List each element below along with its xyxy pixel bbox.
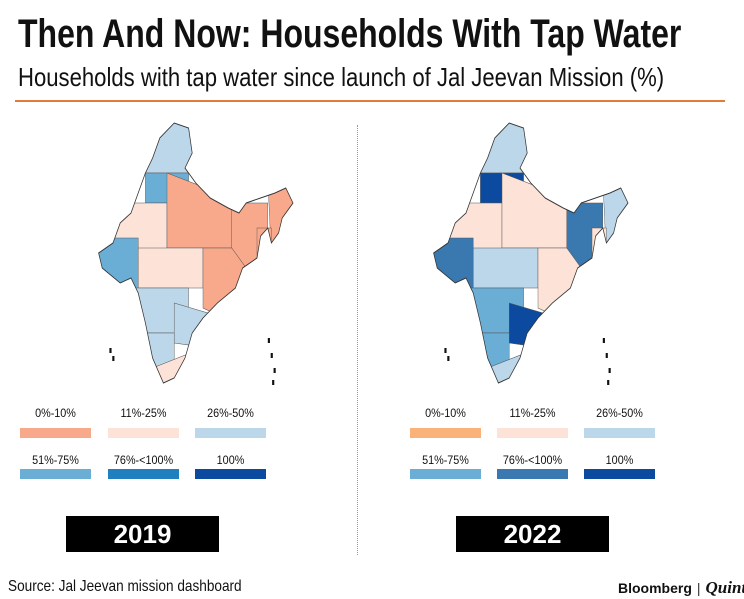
source-note: Source: Jal Jeevan mission dashboard — [8, 578, 242, 595]
map-outline — [433, 122, 629, 384]
legend-label: 51%-75% — [32, 453, 79, 467]
legend-swatch — [497, 469, 568, 479]
legend-swatch — [584, 428, 655, 438]
legend-swatch — [410, 469, 481, 479]
island-mark — [447, 356, 450, 361]
legend-swatch — [20, 428, 91, 438]
brand-quint: Quint — [705, 578, 744, 597]
legend-swatch — [497, 428, 568, 438]
island-mark — [602, 338, 605, 343]
legend-label: 26%-50% — [596, 406, 643, 420]
map-region — [98, 237, 139, 299]
legend-swatch — [108, 469, 179, 479]
page-subtitle: Households with tap water since launch o… — [18, 62, 665, 92]
island-mark — [444, 348, 447, 353]
island-mark — [112, 356, 115, 361]
map-region — [602, 177, 628, 259]
map-region — [267, 177, 293, 259]
legend-label: 76%-<100% — [502, 453, 563, 467]
map-region — [508, 302, 560, 349]
legend-swatch — [195, 469, 266, 479]
year-label-2022: 2022 — [456, 516, 609, 552]
page-title: Then And Now: Households With Tap Water — [18, 12, 682, 56]
legend-swatch — [410, 428, 481, 438]
legend-swatch — [20, 469, 91, 479]
map-region — [173, 302, 225, 349]
legend-swatch — [108, 428, 179, 438]
india-map-2019 — [98, 122, 294, 385]
legend-label: 26%-50% — [207, 406, 254, 420]
legend-label: 100% — [605, 453, 634, 467]
island-mark — [272, 380, 275, 385]
legend-label: 0%-10% — [425, 406, 466, 420]
legend-label: 0%-10% — [35, 406, 76, 420]
map-region — [433, 237, 474, 299]
map-region — [501, 172, 568, 249]
legend-label: 100% — [216, 453, 245, 467]
panel-divider — [357, 125, 358, 555]
year-label-2019: 2019 — [66, 516, 219, 552]
island-mark — [607, 380, 610, 385]
map-region — [166, 172, 233, 249]
legend-swatch — [584, 469, 655, 479]
brand-separator: | — [696, 580, 701, 596]
map-outline — [98, 122, 294, 384]
india-map-2022 — [433, 122, 629, 385]
island-mark — [109, 348, 112, 353]
legend-label: 51%-75% — [422, 453, 469, 467]
island-mark — [267, 338, 270, 343]
legend-label: 76%-<100% — [113, 453, 174, 467]
legend-swatch — [195, 428, 266, 438]
island-mark — [608, 368, 611, 373]
legend-label: 11%-25% — [120, 406, 167, 420]
island-mark — [605, 353, 608, 358]
title-rule — [15, 100, 725, 102]
brand-logo: Bloomberg | Quint — [618, 578, 744, 598]
legend-label: 11%-25% — [509, 406, 556, 420]
island-mark — [273, 368, 276, 373]
map-region — [137, 247, 204, 289]
island-mark — [270, 353, 273, 358]
brand-bloomberg: Bloomberg — [618, 580, 692, 596]
map-region — [472, 247, 539, 289]
